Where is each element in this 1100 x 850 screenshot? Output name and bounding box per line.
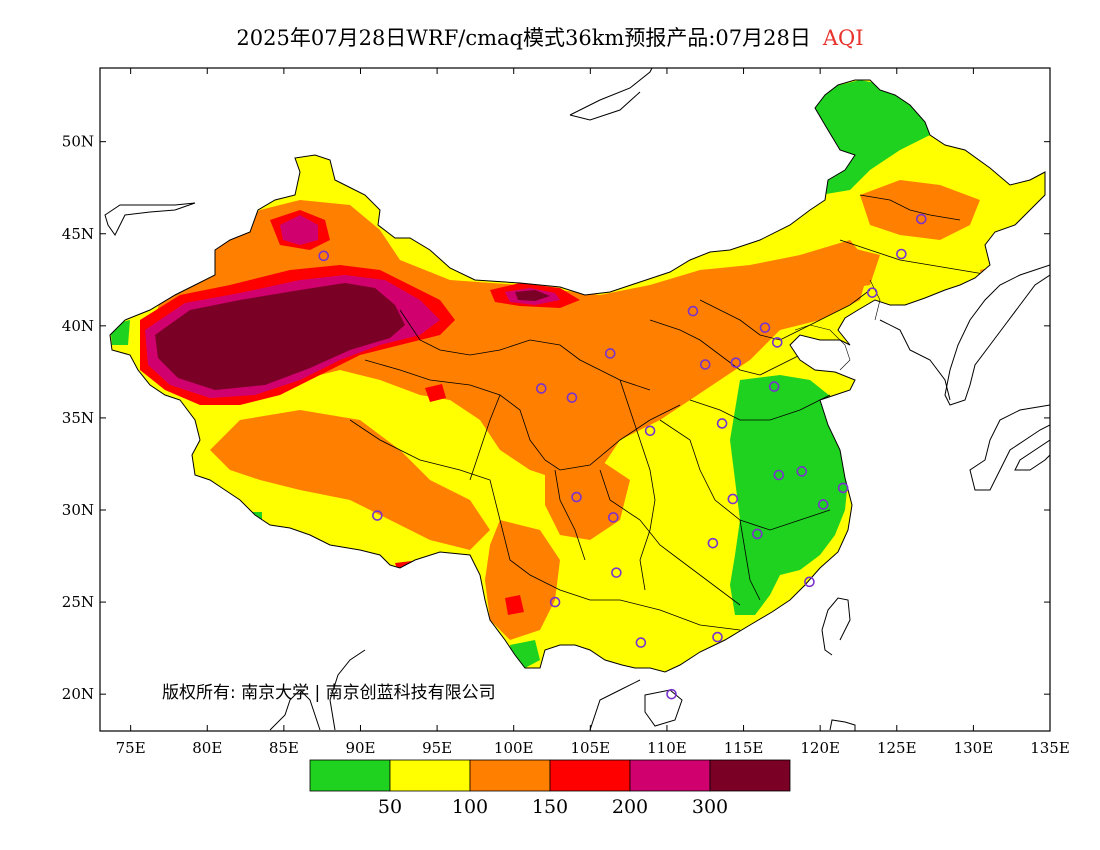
station-marker xyxy=(712,631,723,643)
station-marker xyxy=(771,337,783,348)
station-marker xyxy=(318,250,330,262)
legend-label: 300 xyxy=(692,796,728,818)
x-tick-label: 90E xyxy=(345,739,375,757)
province-boundaries xyxy=(349,194,991,631)
y-tick-label: 25N xyxy=(62,593,94,611)
x-tick-label: 125E xyxy=(877,739,917,757)
station-marker xyxy=(372,510,383,521)
x-tick-label: 130E xyxy=(954,739,994,757)
x-tick-label: 110E xyxy=(647,739,687,757)
station-marker xyxy=(896,248,907,260)
station-marker xyxy=(730,357,742,368)
station-marker xyxy=(768,381,780,392)
legend-label: 150 xyxy=(532,796,568,818)
station-marker xyxy=(727,493,739,505)
station-marker xyxy=(611,567,622,578)
x-tick-label: 95E xyxy=(422,739,452,757)
station-marker xyxy=(759,322,771,333)
legend-label: 50 xyxy=(378,796,402,818)
station-marker xyxy=(716,418,728,429)
station-marker xyxy=(571,491,582,503)
x-axis-ticks: 75E 80E 85E 90E 95E 100E 105E 110E 115E 120E 125E 1… xyxy=(116,68,1070,757)
legend-label: 200 xyxy=(612,796,648,818)
station-marker xyxy=(707,537,719,549)
title-text: 2025年07月28日WRF/cmaq模式36km预报产品:07月28日 xyxy=(236,26,811,50)
coastlines xyxy=(104,68,1050,731)
y-tick-label: 50N xyxy=(62,133,94,151)
station-marker xyxy=(699,359,711,370)
region-hazardous xyxy=(155,283,550,390)
station-marker xyxy=(549,596,561,608)
legend-swatch xyxy=(709,759,791,792)
y-tick-label: 20N xyxy=(62,685,94,703)
x-tick-label: 100E xyxy=(494,739,534,757)
y-tick-label: 35N xyxy=(62,409,94,427)
x-tick-label: 135E xyxy=(1030,739,1070,757)
station-marker xyxy=(866,287,878,298)
legend-swatch xyxy=(549,759,631,792)
x-tick-label: 80E xyxy=(192,739,222,757)
y-tick-label: 40N xyxy=(62,317,94,335)
station-marker xyxy=(635,637,647,648)
station-marker xyxy=(566,392,578,403)
x-tick-label: 115E xyxy=(724,739,764,757)
y-axis-ticks: 50N 45N 40N 35N 30N 25N 20N xyxy=(62,133,1050,703)
legend-swatch xyxy=(389,759,471,792)
station-marker xyxy=(837,482,849,494)
legend-label: 100 xyxy=(452,796,488,818)
station-marker xyxy=(817,499,829,510)
x-tick-label: 75E xyxy=(116,739,146,757)
legend-swatch xyxy=(629,759,711,792)
x-tick-label: 85E xyxy=(269,739,299,757)
x-tick-label: 120E xyxy=(800,739,840,757)
station-marker xyxy=(608,512,619,523)
station-marker xyxy=(687,305,699,317)
station-marker xyxy=(773,469,785,481)
aqi-legend: 50 100 150 200 300 xyxy=(309,759,791,818)
legend-swatch xyxy=(469,759,551,792)
station-marker xyxy=(644,425,656,437)
station-marker xyxy=(752,528,763,540)
map-frame xyxy=(99,67,1051,732)
station-marker xyxy=(535,383,547,394)
station-marker xyxy=(604,348,616,359)
city-stations xyxy=(318,213,927,700)
station-marker xyxy=(666,688,677,700)
title-variable: AQI xyxy=(822,26,864,50)
station-marker xyxy=(804,576,815,588)
map-title: 2025年07月28日WRF/cmaq模式36km预报产品:07月28日 AQI xyxy=(0,22,1100,52)
x-tick-label: 105E xyxy=(571,739,611,757)
y-tick-label: 30N xyxy=(62,501,94,519)
y-tick-label: 45N xyxy=(62,225,94,243)
station-marker xyxy=(915,213,927,225)
inland-lines xyxy=(794,279,881,371)
legend-swatch xyxy=(309,759,391,792)
copyright-text: 版权所有: 南京大学 | 南京创蓝科技有限公司 xyxy=(162,683,496,703)
station-marker xyxy=(796,466,808,477)
